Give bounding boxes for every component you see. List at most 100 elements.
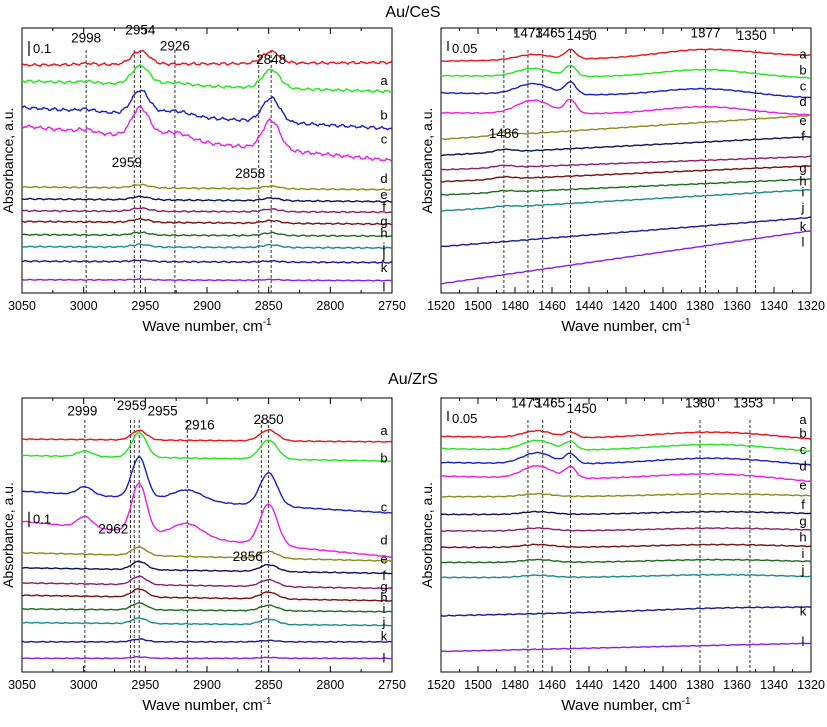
peak-label: 2955	[148, 404, 178, 419]
spectrum-line-a	[440, 48, 812, 63]
spectrum-line-h	[440, 165, 812, 183]
panel-au-zrs-ch-bend: 1520 1500 1480 1460 1440 1420 1400 1380 1360 1340…	[419, 395, 825, 714]
x-tick-label: 2800	[316, 299, 344, 313]
peak-label: 1473	[513, 25, 543, 40]
x-tick-label: 3050	[8, 299, 36, 313]
y-axis-label: Absorbance, a.u.	[0, 482, 16, 588]
peak-label: 2959	[112, 155, 142, 170]
series-label: c	[381, 131, 388, 146]
series-label: g	[380, 213, 387, 228]
spectrum-line-c	[440, 80, 812, 99]
spectrum-line-h	[440, 543, 812, 549]
x-axis-label-exponent: -1	[682, 696, 691, 707]
spectrum-line-j	[21, 617, 393, 627]
series-label: d	[799, 94, 806, 109]
scale-bar-label: 0.05	[452, 411, 477, 426]
peak-label: 2856	[233, 549, 263, 564]
x-axis-label: Wave number, cm-1	[561, 696, 691, 714]
series-label: g	[799, 160, 806, 175]
x-tick-label: 2900	[193, 678, 221, 692]
spectrum-line-e	[440, 114, 812, 141]
series-label: c	[800, 442, 807, 457]
x-tick-label: 1380	[686, 299, 714, 313]
series-label: b	[799, 62, 806, 77]
x-axis-label-exponent: -1	[263, 317, 272, 328]
x-tick-label: 1360	[723, 678, 751, 692]
x-tick-label: 2850	[255, 678, 283, 692]
series-label: l	[383, 650, 386, 665]
x-tick-label: 1440	[575, 678, 603, 692]
spectrum-line-h	[21, 217, 393, 226]
series-label: j	[801, 200, 805, 215]
x-axis-label-exponent: -1	[263, 696, 272, 707]
peak-label: 1486	[489, 126, 519, 141]
series-label: j	[382, 615, 386, 630]
peak-label: 2999	[67, 404, 97, 419]
series-label: k	[381, 628, 388, 643]
x-axis-label-text: Wave number, cm	[142, 318, 262, 335]
peak-label: 1473	[511, 395, 541, 410]
peak-label: 1465	[535, 25, 565, 40]
peak-label: 2998	[71, 31, 101, 46]
series-label: e	[799, 478, 806, 493]
peak-label: 1353	[733, 395, 763, 410]
series-label: h	[380, 590, 387, 605]
series-label: b	[380, 107, 387, 122]
y-axis-label: Absorbance, a.u.	[419, 482, 435, 588]
x-tick-label: 1460	[538, 678, 566, 692]
spectrum-line-f	[440, 135, 812, 157]
group-title-top: Au/CeS	[385, 4, 440, 21]
peak-label: 1380	[685, 395, 715, 410]
x-axis-label-exponent: -1	[682, 317, 691, 328]
x-tick-label: 1480	[501, 678, 529, 692]
plot-frame	[440, 397, 812, 673]
peak-label: 2848	[256, 52, 286, 67]
series-label: a	[380, 423, 388, 438]
spectrum-line-f	[21, 195, 393, 204]
spectrum-line-b	[22, 63, 393, 94]
spectrum-line-k	[21, 638, 392, 644]
series-label: a	[380, 73, 388, 88]
spectrum-line-a	[21, 49, 393, 68]
series-label: l	[802, 634, 805, 649]
series-label: j	[382, 247, 386, 262]
x-tick-label: 1520	[427, 299, 455, 313]
peak-label: 1350	[737, 28, 767, 43]
series-label: k	[800, 604, 807, 619]
spectrum-line-g	[21, 575, 393, 590]
x-tick-label: 1360	[723, 299, 751, 313]
scale-bar-label: 0.1	[33, 512, 51, 527]
spectrum-line-i	[440, 178, 812, 196]
scale-bar-label: 0.1	[33, 41, 51, 56]
spectrum-line-l	[21, 278, 393, 282]
x-tick-label: 1320	[797, 299, 825, 313]
spectrum-line-e	[21, 183, 393, 191]
spectrum-line-g	[441, 526, 812, 533]
series-label: b	[380, 450, 387, 465]
spectrum-line-a	[21, 428, 393, 443]
x-tick-label: 1320	[797, 678, 825, 692]
x-tick-label: 1460	[538, 299, 566, 313]
spectrum-line-i	[440, 558, 812, 564]
series-label: l	[383, 280, 386, 295]
peak-label: 1450	[567, 28, 597, 43]
x-tick-label: 1400	[649, 299, 677, 313]
series-label: l	[802, 235, 805, 250]
spectrum-line-d	[21, 105, 393, 163]
spectrum-line-l	[440, 642, 812, 653]
spectrum-line-f	[21, 560, 393, 575]
plot-frame	[21, 27, 393, 294]
peak-label: 1450	[567, 401, 597, 416]
peak-label: 2926	[160, 39, 190, 54]
panel-au-zrs-ch-stretch: 3050 3000 2950 2900 2850 2800 2750 Wave number,…	[0, 397, 406, 714]
spectrum-line-i	[21, 231, 393, 238]
series-label: k	[800, 219, 807, 234]
spectrum-line-d	[440, 464, 812, 483]
x-tick-label: 2950	[131, 299, 159, 313]
spectrum-line-a	[441, 429, 812, 440]
x-axis-label-text: Wave number, cm	[561, 318, 681, 335]
series-label: a	[799, 47, 807, 62]
series-label: j	[801, 563, 805, 578]
spectrum-line-h	[21, 588, 393, 602]
x-tick-label: 1420	[612, 678, 640, 692]
